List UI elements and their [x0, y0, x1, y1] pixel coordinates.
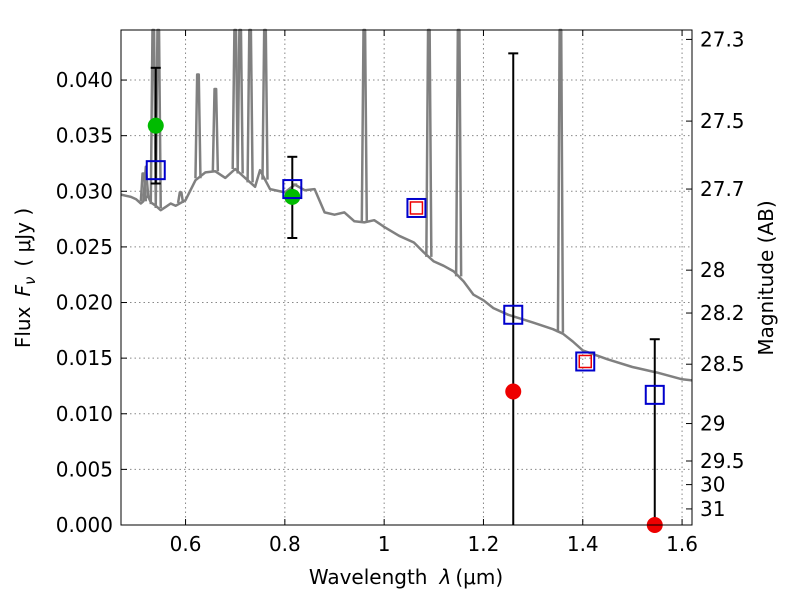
emission-line	[194, 73, 202, 179]
emission-line	[211, 87, 220, 172]
y-axis-label: FluxFν( μJy )	[11, 208, 39, 348]
magnitude-tick-label: 28	[700, 258, 725, 282]
magnitude-tick-label: 29.5	[700, 449, 745, 473]
emission-line	[139, 172, 148, 202]
y-tick-label: 0.030	[56, 179, 113, 203]
y-axis: 0.000 0.005 0.010 0.015 0.020 0.025 0.030 0.035…	[56, 68, 127, 537]
emission-line	[176, 191, 185, 204]
magnitude-tick-label: 27.5	[700, 109, 745, 133]
observed-point	[578, 354, 592, 369]
plot-area	[121, 30, 692, 525]
magnitude-tick-label: 27.3	[700, 27, 745, 51]
magnitude-tick-label: 28.2	[700, 301, 745, 325]
x-tick-label: 0.6	[170, 532, 202, 556]
magnitude-tick-label: 29	[700, 412, 725, 436]
model-photometry-point	[406, 197, 427, 218]
x-tick-label: 1.4	[567, 532, 599, 556]
x-tick-label: 1.2	[468, 532, 500, 556]
y-tick-label: 0.015	[56, 346, 113, 370]
y-tick-label: 0.005	[56, 457, 113, 481]
model-photometry-point	[503, 304, 524, 325]
y-tick-label: 0.025	[56, 235, 113, 259]
y-tick-label: 0.000	[56, 513, 113, 537]
model-photometry-point	[145, 160, 166, 181]
magnitude-tick-label: 28.5	[700, 352, 745, 376]
model-photometry-point	[644, 384, 665, 405]
magnitude-tick-label: 31	[700, 497, 725, 521]
observed-point	[284, 188, 301, 205]
y-tick-label: 0.010	[56, 402, 113, 426]
observed-point	[147, 117, 164, 134]
observed-point	[505, 383, 522, 400]
plot-frame	[120, 29, 693, 526]
magnitude-tick-label: 30	[700, 473, 725, 497]
observed-point	[409, 201, 424, 215]
model-spectrum-line	[120, 165, 693, 382]
magnitude-axis-label: Magnitude (AB)	[754, 200, 778, 355]
model-photometry-point	[282, 179, 303, 200]
y-tick-label: 0.040	[56, 68, 113, 92]
x-tick-label: 1	[378, 532, 391, 556]
x-axis-label: Wavelength λ (μm)	[309, 565, 503, 589]
x-tick-label: 1.6	[666, 532, 698, 556]
model-photometry-point	[575, 351, 596, 372]
x-tick-label: 0.8	[269, 532, 301, 556]
points-layer	[145, 117, 665, 533]
y-tick-label: 0.020	[56, 291, 113, 315]
y-tick-label: 0.035	[56, 124, 113, 148]
x-axis: 0.6 0.8 1 1.2 1.4 1.6	[170, 30, 698, 556]
magnitude-tick-label: 27.7	[700, 177, 745, 201]
